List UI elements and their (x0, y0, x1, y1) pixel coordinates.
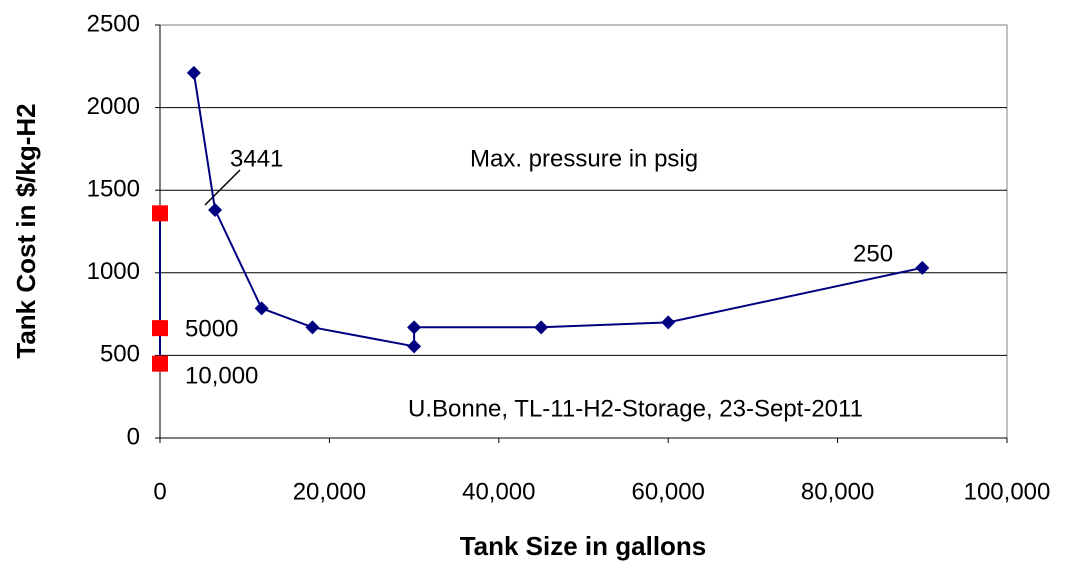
annotation: 10,000 (185, 362, 258, 389)
annotation: U.Bonne, TL-11-H2-Storage, 23-Sept-2011 (408, 395, 863, 422)
marker (534, 320, 549, 335)
y-tick-label: 1000 (87, 258, 140, 285)
marker (305, 320, 320, 335)
x-tick-label: 100,000 (964, 478, 1051, 505)
marker (254, 301, 269, 316)
annotation: 250 (853, 240, 893, 267)
y-tick-label: 500 (100, 341, 140, 368)
marker (152, 205, 168, 222)
marker (661, 315, 676, 330)
annotation: 3441 (230, 145, 283, 172)
y-tick-label: 2500 (87, 10, 140, 37)
series-line (192, 72, 923, 348)
marker (208, 203, 223, 218)
marker (407, 339, 422, 354)
x-tick-label: 0 (153, 478, 166, 505)
x-tick-label: 40,000 (462, 478, 535, 505)
marker (152, 355, 168, 372)
y-tick-label: 0 (127, 423, 140, 450)
x-tick-label: 60,000 (631, 478, 704, 505)
annotation: Max. pressure in psig (470, 145, 698, 172)
x-axis-label: Tank Size in gallons (460, 531, 707, 561)
annotation: 5000 (185, 315, 238, 342)
x-tick-label: 80,000 (801, 478, 874, 505)
y-tick-label: 1500 (87, 176, 140, 203)
marker (152, 320, 168, 337)
y-tick-label: 2000 (87, 93, 140, 120)
marker (915, 260, 930, 275)
marker (407, 320, 422, 335)
y-axis-label: Tank Cost in $/kg-H2 (11, 103, 41, 358)
marker (186, 65, 201, 80)
x-tick-label: 20,000 (293, 478, 366, 505)
plot-frame (159, 24, 1008, 439)
leader-line (204, 169, 241, 206)
